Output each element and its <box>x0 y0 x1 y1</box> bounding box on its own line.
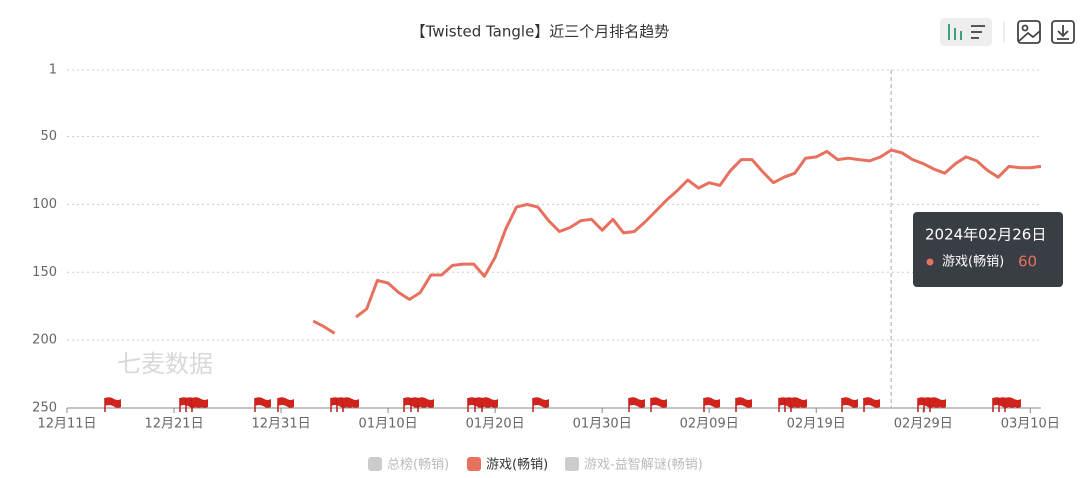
x-tick-label: 01月30日 <box>573 417 632 432</box>
legend-item[interactable]: 游戏(畅销) <box>467 457 548 473</box>
legend-label: 游戏-益智解谜(畅销) <box>584 458 703 473</box>
x-tick-label: 12月31日 <box>252 417 311 432</box>
y-tick-label: 250 <box>32 401 57 416</box>
toolbar[interactable] <box>940 18 1075 46</box>
x-tick-label: 02月19日 <box>787 417 846 432</box>
legend-item[interactable]: 总榜(畅销) <box>368 457 449 473</box>
x-tick-label: 02月29日 <box>894 417 953 432</box>
tooltip-series: 游戏(畅销) <box>942 255 1004 270</box>
x-tick-label: 03月10日 <box>1001 417 1060 432</box>
legend-swatch <box>565 457 579 471</box>
view-toggle[interactable] <box>940 18 992 46</box>
legend-label: 游戏(畅销) <box>486 458 548 473</box>
legend-label: 总榜(畅销) <box>387 457 449 473</box>
y-tick-label: 100 <box>32 197 57 212</box>
legend-swatch <box>368 457 382 471</box>
chart-title: 【Twisted Tangle】近三个月排名趋势 <box>411 23 670 41</box>
x-tick-label: 01月10日 <box>359 417 418 432</box>
tooltip-title: 2024年02月26日 <box>925 226 1046 244</box>
legend-swatch <box>467 457 481 471</box>
y-tick-label: 150 <box>32 265 57 280</box>
legend-item[interactable]: 游戏-益智解谜(畅销) <box>565 457 703 473</box>
x-tick-label: 12月21日 <box>144 417 203 432</box>
x-tick-label: 01月20日 <box>466 417 525 432</box>
y-tick-label: 1 <box>49 63 57 78</box>
series-line <box>312 148 1042 335</box>
download[interactable] <box>1051 20 1075 44</box>
tooltip-value: 60 <box>1018 253 1037 271</box>
watermark: 七麦数据 <box>117 350 213 378</box>
tooltip: 2024年02月26日 游戏(畅销) 60 <box>913 212 1063 287</box>
x-tick-label: 02月09日 <box>680 417 739 432</box>
save-image[interactable] <box>1017 20 1041 44</box>
event-flags <box>104 396 1022 413</box>
y-tick-label: 50 <box>40 129 57 144</box>
y-tick-label: 200 <box>32 333 57 348</box>
x-tick-label: 12月11日 <box>37 417 96 432</box>
